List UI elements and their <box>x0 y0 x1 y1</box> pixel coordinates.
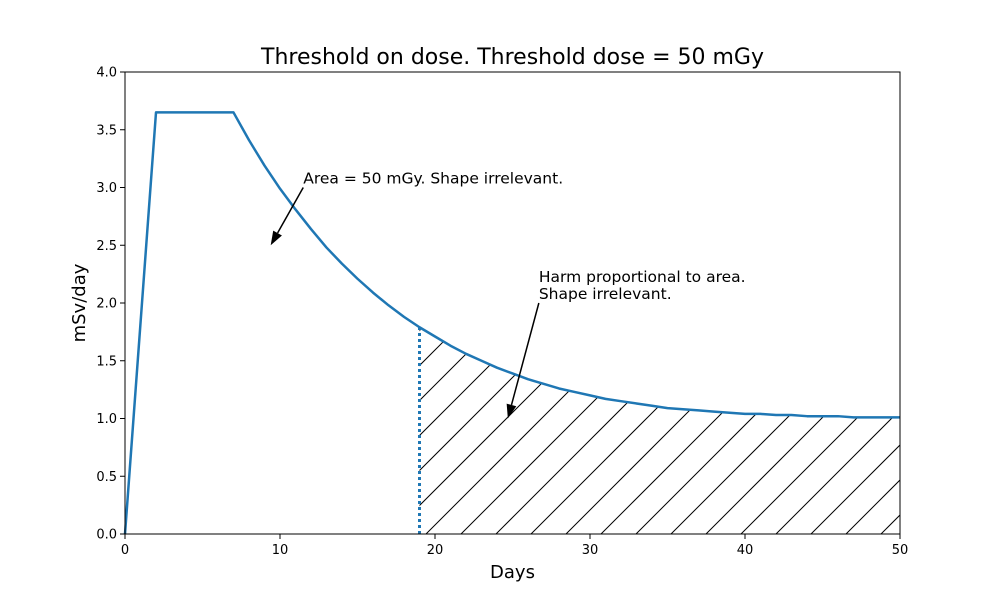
x-tick-label: 0 <box>121 543 129 558</box>
hatch-line <box>960 40 1000 560</box>
hatch-line <box>419 327 606 534</box>
hatch-line <box>419 327 781 534</box>
series-layer <box>123 111 900 535</box>
x-tick-label: 30 <box>582 543 599 558</box>
hatch-line <box>419 327 886 534</box>
annotation-text-1: Area = 50 mGy. Shape irrelevant. <box>303 170 563 188</box>
y-tick-label: 3.5 <box>96 123 117 138</box>
hatch-line <box>679 327 900 534</box>
x-tick-label: 10 <box>272 543 289 558</box>
hatch-line <box>0 40 395 560</box>
annotation-text-line: Harm proportional to area. <box>539 268 746 286</box>
annotation-arrow-shaft <box>510 302 540 406</box>
y-tick-label: 2.5 <box>96 239 117 254</box>
annotation-arrow-shaft <box>276 187 304 234</box>
annotation-arrow-head <box>270 230 282 246</box>
hatch-line <box>0 40 255 560</box>
y-tick-label: 0.5 <box>96 470 117 485</box>
hatch-line <box>419 327 431 534</box>
annotation-arrow-head <box>506 403 517 419</box>
hatch-line <box>889 327 900 534</box>
hatch-line <box>574 327 900 534</box>
x-tick-label: 40 <box>737 543 754 558</box>
plot-frame <box>124 71 901 535</box>
hatch-lines <box>0 40 1000 560</box>
y-tick-label: 1.0 <box>96 412 117 427</box>
hatch-line <box>925 40 1000 560</box>
chart-title: Threshold on dose. Threshold dose = 50 m… <box>260 45 764 70</box>
hatch-line <box>714 327 900 534</box>
hatch-line <box>0 40 360 560</box>
hatch-line <box>469 327 900 534</box>
hatch-line <box>504 327 900 534</box>
x-tick-label: 20 <box>427 543 444 558</box>
x-axis-label: Days <box>490 562 535 583</box>
annotations: Area = 50 mGy. Shape irrelevant. Harm pro… <box>270 170 746 419</box>
x-axis-ticks: 0 10 20 30 40 50 <box>121 534 908 558</box>
hatched-harm-region <box>0 40 1000 560</box>
y-axis-label: mSv/day <box>69 263 90 342</box>
x-tick-label: 50 <box>892 543 909 558</box>
hatch-line <box>749 327 900 534</box>
dose-rate-line <box>123 111 900 535</box>
hatch-line <box>434 327 900 534</box>
y-tick-label: 3.0 <box>96 181 117 196</box>
hatch-line <box>784 327 900 534</box>
annotation-text-2: Harm proportional to area. Shape irreleva… <box>539 268 746 303</box>
hatch-line <box>0 40 290 560</box>
hatch-line <box>854 327 900 534</box>
annotation-text-line: Shape irrelevant. <box>539 285 672 303</box>
hatch-line <box>0 40 325 560</box>
hatch-line <box>419 327 900 534</box>
hatch-line <box>539 327 900 534</box>
annotation-text-line: Area = 50 mGy. Shape irrelevant. <box>303 170 563 188</box>
y-tick-label: 2.0 <box>96 297 117 312</box>
y-tick-label: 0.0 <box>96 528 117 543</box>
y-tick-label: 1.5 <box>96 354 117 369</box>
hatch-line <box>644 327 900 534</box>
hatch-line <box>819 327 900 534</box>
y-axis-ticks: 0.0 0.5 1.0 1.5 2.0 2.5 3.0 3.5 4.0 <box>96 66 125 543</box>
y-tick-label: 4.0 <box>96 66 117 81</box>
hatch-line <box>995 40 1000 560</box>
hatch-line <box>419 327 536 534</box>
hatch-line <box>609 327 900 534</box>
